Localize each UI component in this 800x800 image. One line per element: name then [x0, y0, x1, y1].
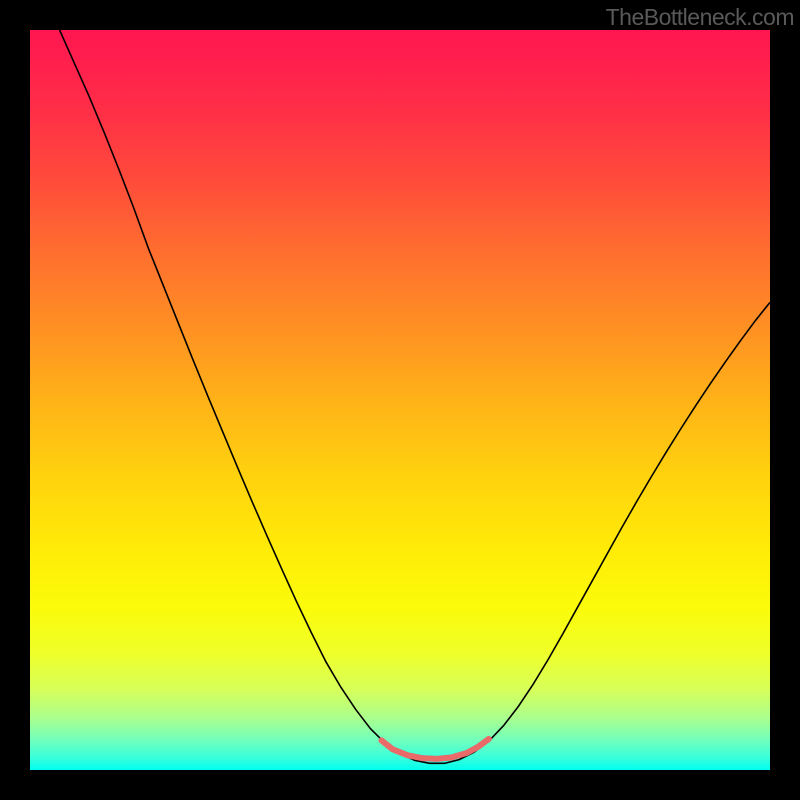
plot-area	[30, 30, 770, 770]
chart-container: TheBottleneck.com	[0, 0, 800, 800]
watermark-text: TheBottleneck.com	[606, 4, 794, 31]
bottleneck-curve	[60, 30, 770, 763]
bottleneck-highlight	[382, 739, 489, 759]
curve-svg	[30, 30, 770, 770]
